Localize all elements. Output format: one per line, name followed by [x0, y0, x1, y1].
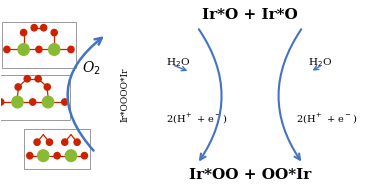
Circle shape — [65, 150, 77, 161]
Circle shape — [27, 153, 33, 159]
Circle shape — [20, 29, 27, 36]
Circle shape — [0, 99, 4, 105]
Text: Ir*OO + OO*Ir: Ir*OO + OO*Ir — [189, 168, 311, 182]
Text: O$_2$: O$_2$ — [82, 60, 101, 77]
Text: Ir*OOOO*Ir: Ir*OOOO*Ir — [121, 67, 130, 122]
Circle shape — [74, 139, 80, 145]
Bar — [1, 22, 76, 68]
Circle shape — [81, 153, 87, 159]
Circle shape — [42, 96, 54, 108]
Circle shape — [54, 153, 60, 159]
Circle shape — [38, 150, 49, 161]
Circle shape — [44, 84, 50, 90]
Text: Ir*O + Ir*O: Ir*O + Ir*O — [202, 8, 298, 22]
Bar — [0, 75, 70, 120]
Circle shape — [4, 46, 10, 53]
Circle shape — [49, 44, 60, 55]
Circle shape — [30, 99, 36, 105]
Circle shape — [68, 46, 74, 53]
Circle shape — [18, 44, 29, 55]
Text: H$_2$O: H$_2$O — [308, 56, 332, 69]
Circle shape — [34, 139, 40, 145]
Circle shape — [12, 96, 23, 108]
Circle shape — [41, 25, 47, 31]
Circle shape — [36, 46, 42, 53]
Circle shape — [24, 76, 31, 82]
Circle shape — [31, 25, 37, 31]
Circle shape — [62, 139, 68, 145]
Circle shape — [15, 84, 21, 90]
Circle shape — [51, 29, 57, 36]
Text: 2(H$^+$ + e$^-$): 2(H$^+$ + e$^-$) — [166, 112, 228, 126]
Circle shape — [35, 76, 41, 82]
Circle shape — [62, 99, 68, 105]
Text: H$_2$O: H$_2$O — [166, 56, 190, 69]
Bar — [24, 129, 90, 169]
Text: 2(H$^+$ + e$^-$): 2(H$^+$ + e$^-$) — [295, 112, 357, 126]
Circle shape — [46, 139, 52, 145]
